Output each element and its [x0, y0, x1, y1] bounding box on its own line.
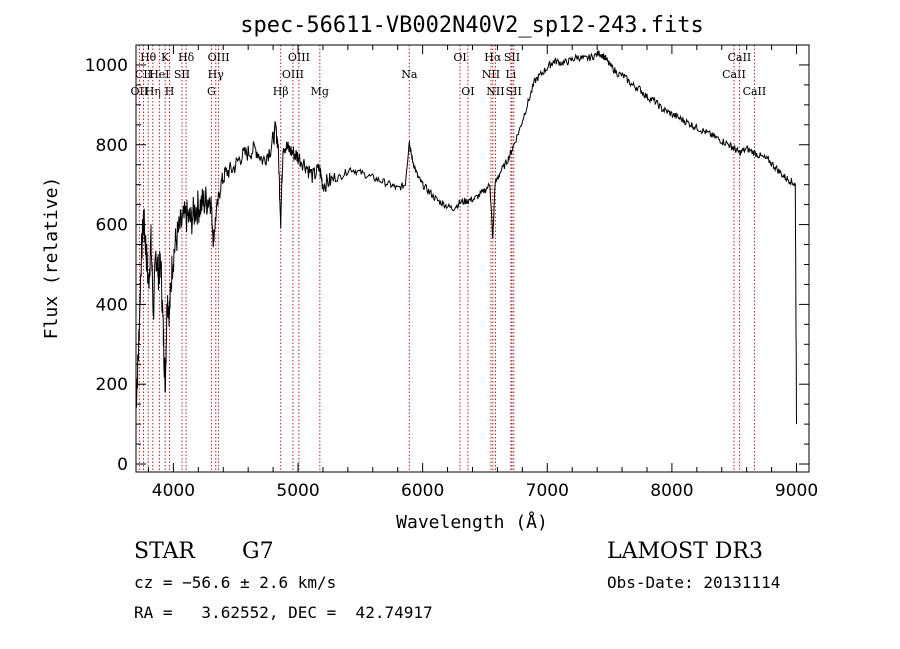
- y-tick-label-4: 800: [96, 136, 128, 156]
- coordinates-readout: RA = 3.62552, DEC = 42.74917: [134, 603, 433, 622]
- y-axis-label: Flux (relative): [41, 177, 62, 340]
- line-label-8: Hδ: [178, 51, 195, 64]
- spectrum-series: [135, 50, 797, 425]
- line-label-26: CaII: [728, 51, 752, 64]
- line-label-9: G: [207, 85, 216, 98]
- redshift-readout: cz = −56.6 ± 2.6 km/s: [134, 573, 337, 592]
- x-axis-label: Wavelength (Å): [396, 511, 548, 533]
- line-label-2: OII: [131, 85, 149, 98]
- line-label-14: OIII: [288, 51, 310, 64]
- line-label-21: NII: [486, 85, 504, 98]
- line-label-10: Hγ: [208, 68, 225, 81]
- x-tick-label-0: 4000: [152, 481, 195, 501]
- spectral-class: STAR: [134, 539, 195, 564]
- line-label-25: CaII: [722, 68, 746, 81]
- x-tick-label-1: 5000: [276, 481, 319, 501]
- chart-title: spec-56611-VB002N40V2_sp12-243.fits: [240, 13, 704, 38]
- line-label-6: H: [165, 85, 175, 98]
- line-label-11: OIII: [208, 51, 230, 64]
- line-label-0: Hθ: [140, 51, 157, 64]
- line-label-5: K: [161, 51, 170, 64]
- x-tick-label-4: 8000: [650, 481, 693, 501]
- x-tick-label-2: 6000: [401, 481, 444, 501]
- y-tick-label-3: 600: [96, 216, 128, 236]
- y-tick-label-5: 1000: [85, 56, 128, 76]
- x-tick-label-5: 9000: [775, 481, 818, 501]
- y-axis-ticks: 0 200 400 600 800 1000: [85, 56, 809, 475]
- emission-lines: HθCIIOIIHηHeIKHSIIHδGHγOIIIHβOIIIOIIIMgN…: [131, 45, 767, 472]
- line-label-15: Mg: [311, 85, 329, 98]
- line-label-16: Na: [401, 68, 418, 81]
- line-label-18: OI: [461, 85, 474, 98]
- y-tick-label-1: 200: [96, 375, 128, 395]
- line-label-20: Hα: [484, 51, 502, 64]
- survey-label: LAMOST DR3: [607, 539, 763, 564]
- obs-date: Obs-Date: 20131114: [607, 573, 781, 592]
- line-label-7: SII: [174, 68, 190, 81]
- y-tick-label-2: 400: [96, 295, 128, 315]
- y-tick-label-0: 0: [117, 455, 128, 475]
- line-label-19: NII: [482, 68, 500, 81]
- plot-frame: [135, 44, 810, 473]
- line-label-22: Li: [505, 68, 516, 81]
- line-label-17: OI: [453, 51, 466, 64]
- x-tick-label-3: 7000: [526, 481, 569, 501]
- line-label-27: CaII: [743, 85, 767, 98]
- line-label-24: SII: [506, 85, 522, 98]
- line-label-12: Hβ: [273, 85, 289, 98]
- line-label-13: OIII: [282, 68, 304, 81]
- line-label-3: Hη: [145, 85, 161, 98]
- x-axis-ticks: 4000 5000 6000 7000 8000 9000: [147, 45, 818, 501]
- spectrum-line: [135, 50, 797, 425]
- line-label-23: SII: [504, 51, 520, 64]
- spectral-subclass: G7: [242, 539, 274, 564]
- line-label-4: HeI: [149, 68, 169, 81]
